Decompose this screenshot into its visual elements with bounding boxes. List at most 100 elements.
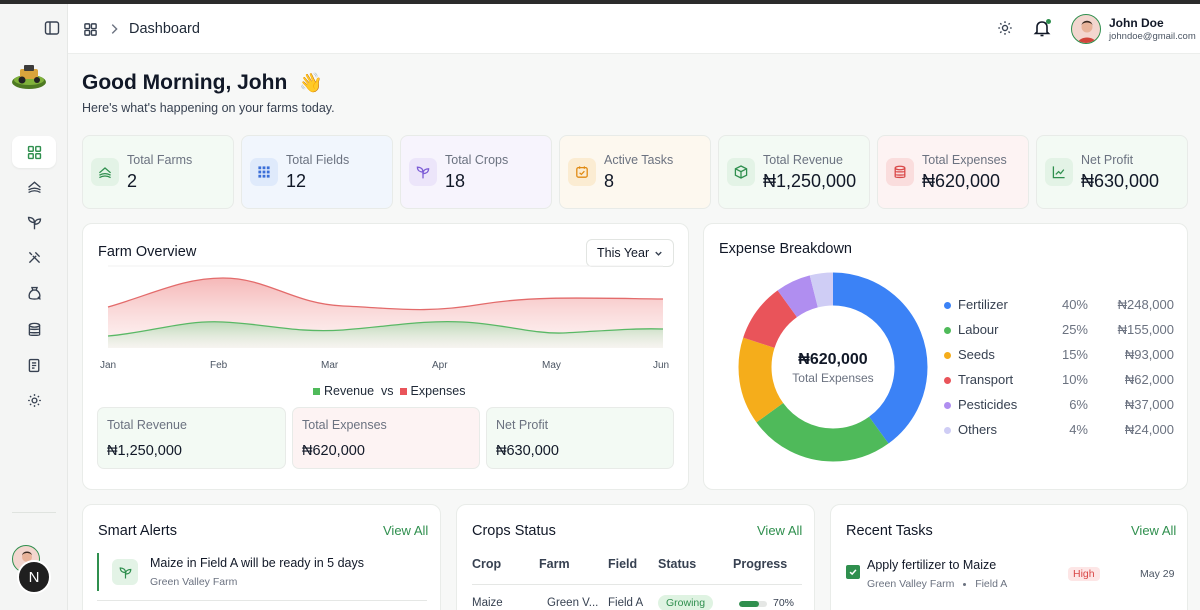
sidebar-divider xyxy=(12,512,56,513)
sidebar-toggle-button[interactable] xyxy=(44,20,60,36)
overview-area-chart xyxy=(107,265,664,348)
revenue-area xyxy=(108,321,663,348)
sidebar-item-crops[interactable] xyxy=(12,206,56,238)
greeting-subtitle: Here's what's happening on your farms to… xyxy=(82,101,335,115)
task-icon xyxy=(576,166,588,178)
col-header-status: Status xyxy=(658,557,697,571)
alert-farm: Green Valley Farm xyxy=(150,576,238,588)
account-badge[interactable]: N xyxy=(17,560,51,594)
crops-status-title: Crops Status xyxy=(472,523,556,539)
legend-percent: 15% xyxy=(1061,347,1088,362)
stat-label: Net Profit xyxy=(1081,153,1134,167)
box-icon xyxy=(734,165,748,179)
user-email: johndoe@gmail.com xyxy=(1109,31,1196,42)
settings-button[interactable] xyxy=(996,19,1014,37)
alerts-view-all-link[interactable]: View All xyxy=(383,523,429,538)
donut-total-label: Total Expenses xyxy=(792,371,874,385)
stat-value: 12 xyxy=(286,171,307,191)
period-select[interactable]: This Year xyxy=(586,239,674,267)
crops-table-header: Crop Farm Field Status Progress xyxy=(472,557,802,585)
smart-alerts-title: Smart Alerts xyxy=(98,523,177,539)
grid-icon xyxy=(258,166,270,178)
stat-card-active-tasks[interactable]: Active Tasks 8 xyxy=(559,135,711,209)
legend-dot xyxy=(944,327,951,334)
sidebar-item-finance[interactable] xyxy=(12,313,56,345)
stat-value: 2 xyxy=(127,171,138,191)
sidebar-item-dashboard[interactable] xyxy=(12,136,56,168)
legend-amount: ₦24,000 xyxy=(1124,422,1174,437)
stat-card-net-profit[interactable]: Net Profit ₦630,000 xyxy=(1036,135,1188,209)
donut-slice-seeds[interactable] xyxy=(738,272,928,462)
chevron-down-icon xyxy=(655,251,662,256)
trend-icon xyxy=(1052,166,1065,179)
sidebar-item-settings[interactable] xyxy=(12,384,56,416)
period-select-value: This Year xyxy=(597,246,650,260)
stat-value: 8 xyxy=(604,171,615,191)
breadcrumb-current[interactable]: Dashboard xyxy=(129,21,200,37)
stat-label: Total Expenses xyxy=(922,153,1007,167)
legend-percent: 40% xyxy=(1061,297,1088,312)
summary-total-expenses: Total Expenses ₦620,000 xyxy=(292,407,480,469)
account-badge-letter: N xyxy=(28,568,40,586)
sidebar-item-reports[interactable] xyxy=(12,349,56,381)
donut-slice-labour[interactable] xyxy=(738,272,928,462)
gear-icon xyxy=(998,21,1012,35)
expense-legend-others: Others 4% ₦24,000 xyxy=(944,422,1174,440)
stat-card-total-expenses[interactable]: Total Expenses ₦620,000 xyxy=(877,135,1029,209)
tasks-view-all-link[interactable]: View All xyxy=(1131,523,1177,538)
revenue-line xyxy=(107,320,664,337)
cell-crop: Maize xyxy=(472,597,503,609)
revenue-legend-label: Revenue xyxy=(324,384,375,398)
crops-view-all-link[interactable]: View All xyxy=(757,523,803,538)
chart-legend: Revenue vs Expenses xyxy=(313,384,465,398)
expense-breakdown-card: Expense Breakdown ₦620,000 Total Expense… xyxy=(703,223,1188,490)
sidebar-item-tools[interactable] xyxy=(12,241,56,273)
revenue-legend-swatch xyxy=(313,387,320,395)
legend-percent: 25% xyxy=(1061,322,1088,337)
app-window: N Dashboard John Doe johndoe@gmail.com G… xyxy=(0,4,1200,610)
user-avatar[interactable] xyxy=(1071,14,1101,44)
main-content: Good Morning, John 👋 Here's what's happe… xyxy=(68,54,1200,610)
stat-label: Total Fields xyxy=(286,153,350,167)
legend-name: Fertilizer xyxy=(958,297,1008,312)
month-label: May xyxy=(542,360,561,371)
legend-name: Seeds xyxy=(958,347,995,362)
table-row[interactable]: Maize Green V... Field A Growing 70% xyxy=(472,593,802,610)
sidebar-item-inventory[interactable] xyxy=(12,277,56,309)
task-checkbox[interactable] xyxy=(846,565,860,579)
stat-card-total-revenue[interactable]: Total Revenue ₦1,250,000 xyxy=(718,135,870,209)
progress-text: 70% xyxy=(773,597,795,609)
notifications-button[interactable] xyxy=(1032,18,1052,38)
finance-icon xyxy=(28,322,40,336)
summary-value: ₦620,000 xyxy=(302,443,365,459)
priority-badge: High xyxy=(1068,567,1100,581)
task-date: May 29 xyxy=(1140,568,1175,580)
legend-amount: ₦62,000 xyxy=(1124,372,1174,387)
app-logo[interactable] xyxy=(10,60,48,90)
stat-card-total-crops[interactable]: Total Crops 18 xyxy=(400,135,552,209)
col-header-farm: Farm xyxy=(539,557,570,571)
stat-value: ₦620,000 xyxy=(922,171,1001,191)
alert-item[interactable]: Maize in Field A will be ready in 5 days… xyxy=(97,553,427,591)
summary-total-revenue: Total Revenue ₦1,250,000 xyxy=(97,407,286,469)
stat-card-total-fields[interactable]: Total Fields 12 xyxy=(241,135,393,209)
user-name: John Doe xyxy=(1109,16,1164,30)
stat-value: ₦1,250,000 xyxy=(763,171,857,191)
cell-field: Field A xyxy=(608,597,644,609)
legend-amount: ₦155,000 xyxy=(1117,322,1174,337)
bell-icon xyxy=(1033,21,1051,37)
sidebar-item-farms[interactable] xyxy=(12,170,56,202)
summary-net-profit: Net Profit ₦630,000 xyxy=(486,407,674,469)
task-item[interactable]: Apply fertilizer to Maize Green Valley F… xyxy=(846,555,1176,591)
farm-overview-card: Farm Overview This Year xyxy=(82,223,689,490)
col-header-crop: Crop xyxy=(472,557,502,571)
stat-card-total-farms[interactable]: Total Farms 2 xyxy=(82,135,234,209)
legend-dot xyxy=(944,302,951,309)
month-label: Apr xyxy=(432,360,448,371)
donut-slice-others[interactable] xyxy=(738,272,928,462)
summary-value: ₦630,000 xyxy=(496,443,559,459)
donut-total-value: ₦620,000 xyxy=(798,351,868,368)
cell-farm: Green V... xyxy=(547,597,599,609)
month-label: Mar xyxy=(321,360,339,371)
expense-legend-seeds: Seeds 15% ₦93,000 xyxy=(944,347,1174,365)
